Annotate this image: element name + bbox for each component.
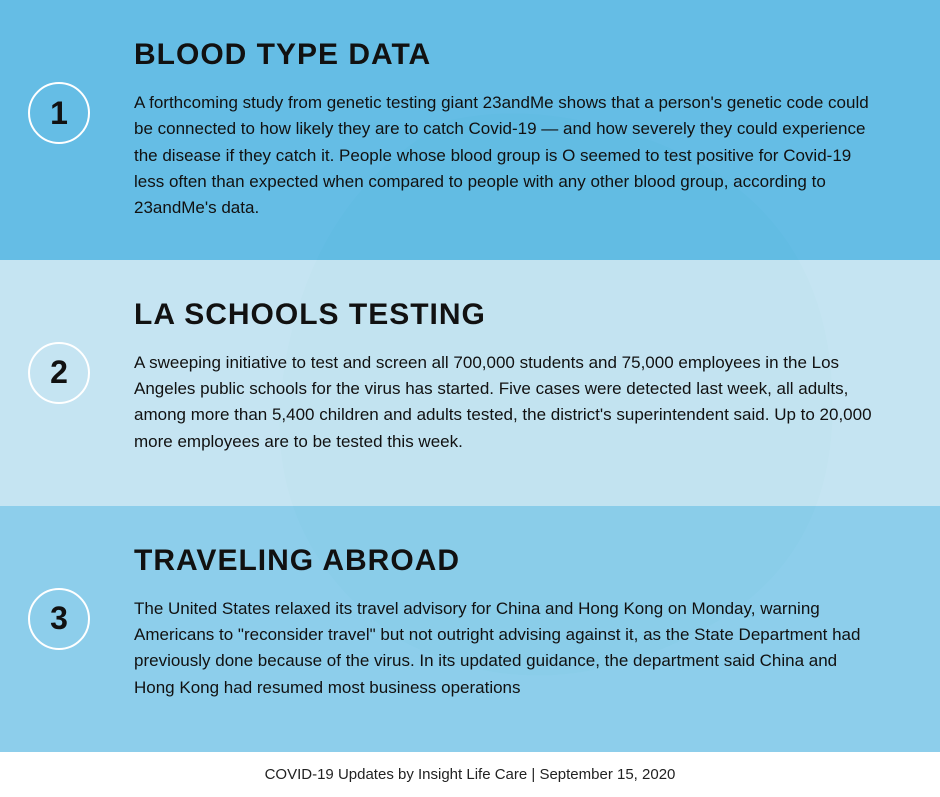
section-number-circle: 3 bbox=[28, 588, 90, 650]
sections-container: 1 BLOOD TYPE DATA A forthcoming study fr… bbox=[0, 0, 940, 752]
section-title: LA SCHOOLS TESTING bbox=[134, 298, 882, 332]
section-body: The United States relaxed its travel adv… bbox=[134, 596, 882, 701]
section-number-circle: 2 bbox=[28, 342, 90, 404]
section-body: A forthcoming study from genetic testing… bbox=[134, 90, 882, 222]
section-content: LA SCHOOLS TESTING A sweeping initiative… bbox=[134, 298, 892, 455]
section-number: 3 bbox=[50, 600, 68, 637]
section-number: 2 bbox=[50, 354, 68, 391]
section-title: TRAVELING ABROAD bbox=[134, 544, 882, 578]
section-traveling-abroad: 3 TRAVELING ABROAD The United States rel… bbox=[0, 506, 940, 752]
section-number: 1 bbox=[50, 95, 68, 132]
section-number-circle: 1 bbox=[28, 82, 90, 144]
section-body: A sweeping initiative to test and screen… bbox=[134, 350, 882, 455]
footer-text: COVID-19 Updates by Insight Life Care | … bbox=[0, 752, 940, 797]
section-la-schools: 2 LA SCHOOLS TESTING A sweeping initiati… bbox=[0, 260, 940, 506]
section-content: TRAVELING ABROAD The United States relax… bbox=[134, 544, 892, 701]
section-content: BLOOD TYPE DATA A forthcoming study from… bbox=[134, 38, 892, 222]
section-blood-type: 1 BLOOD TYPE DATA A forthcoming study fr… bbox=[0, 0, 940, 260]
section-title: BLOOD TYPE DATA bbox=[134, 38, 882, 72]
